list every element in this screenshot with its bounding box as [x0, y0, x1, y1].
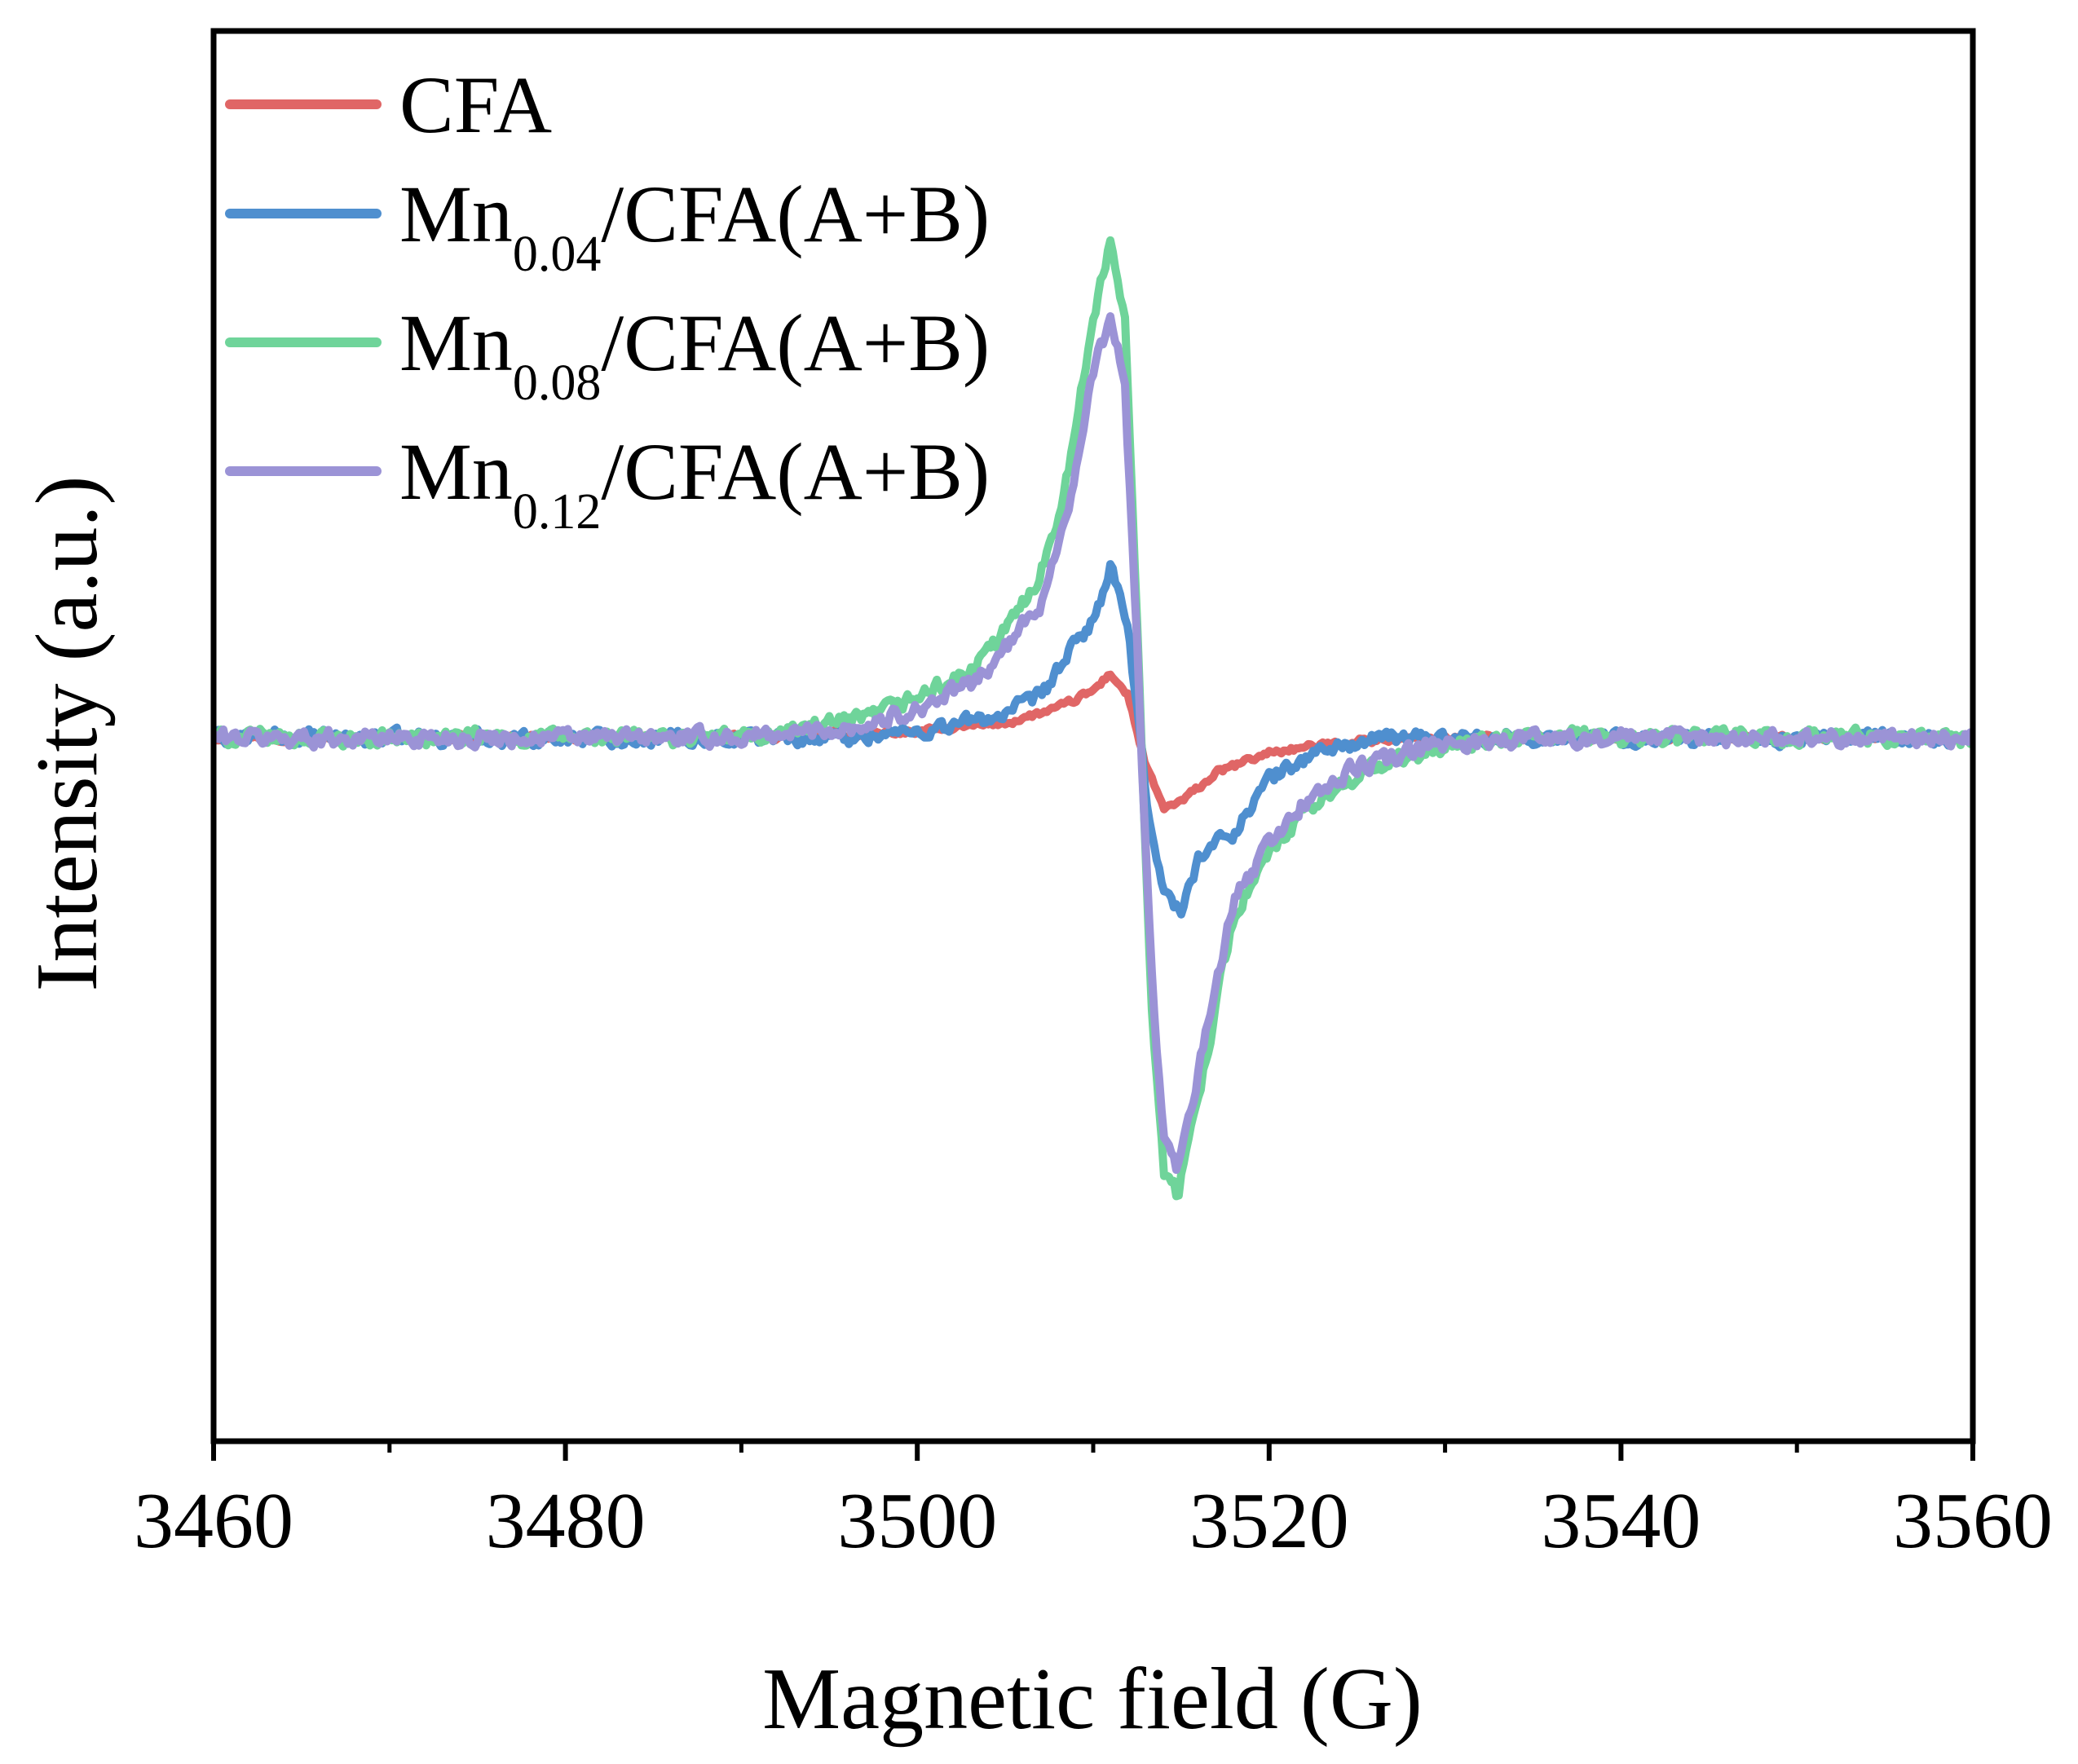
legend-label: Mn0.12/CFA(A+B) — [399, 426, 990, 540]
x-tick-label: 3520 — [1189, 1477, 1349, 1565]
x-tick-label: 3480 — [486, 1477, 646, 1565]
y-axis-title: Intensity (a.u.) — [19, 476, 116, 992]
x-ticks — [211, 1441, 1975, 1461]
series-layer — [214, 236, 1973, 1201]
x-tick-label: 3460 — [134, 1477, 293, 1565]
x-tick-label: 3560 — [1893, 1477, 2053, 1565]
x-tick-label: 3500 — [837, 1477, 997, 1565]
x-tick-label: 3540 — [1541, 1477, 1701, 1565]
legend: CFA Mn0.04/CFA(A+B) Mn0.08/CFA(A+B) Mn0.12/… — [225, 60, 990, 540]
x-tick-labels: 3460 3480 3500 3520 3540 3560 — [134, 1477, 2053, 1565]
x-axis-title: Magnetic field (G) — [762, 1651, 1423, 1748]
legend-label: CFA — [399, 60, 552, 150]
legend-label: Mn0.04/CFA(A+B) — [399, 169, 990, 282]
legend-label: Mn0.08/CFA(A+B) — [399, 298, 990, 411]
series-line-4 — [214, 312, 1973, 1175]
